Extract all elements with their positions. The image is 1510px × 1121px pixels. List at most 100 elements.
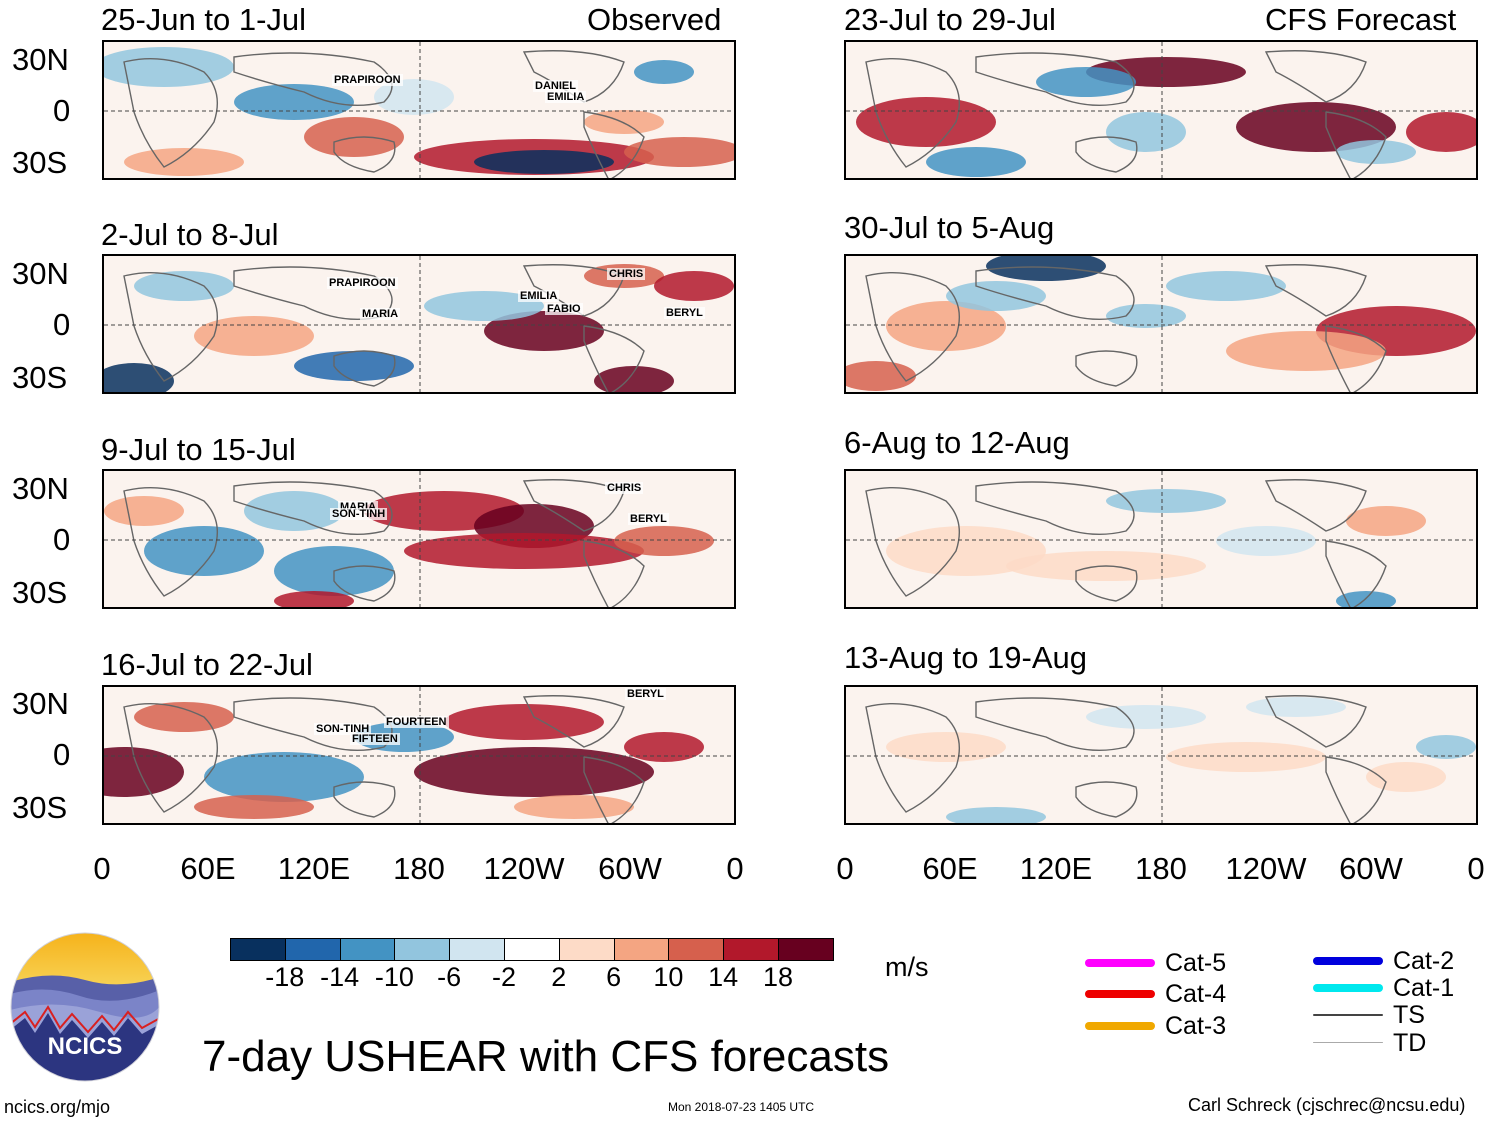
- xtick-120e-right: 120E: [1019, 851, 1093, 886]
- shear-anomaly: [624, 137, 734, 167]
- xtick-120w-right: 120W: [1225, 851, 1307, 886]
- panel-title-fc-3: 6-Aug to 12-Aug: [844, 425, 1070, 460]
- coastline: [1264, 50, 1367, 103]
- shear-anomaly: [104, 747, 184, 797]
- ytick-30s-3: 30S: [12, 575, 68, 610]
- shear-anomaly: [1036, 67, 1136, 97]
- chart-title: 7-day USHEAR with CFS forecasts: [202, 1032, 890, 1081]
- coastline: [1075, 565, 1138, 602]
- ytick-30s-2: 30S: [12, 360, 68, 395]
- ytick-30n-1: 30N: [12, 42, 69, 77]
- coastline: [1325, 325, 1387, 392]
- colorbar-swatch: [778, 938, 834, 961]
- shear-anomaly: [926, 147, 1026, 177]
- map-panel-fc-2: [844, 254, 1478, 394]
- panel-title-fc-2: 30-Jul to 5-Aug: [844, 210, 1055, 245]
- coastline: [583, 325, 645, 392]
- coastline: [333, 350, 396, 387]
- map-panel-obs-1: [102, 40, 736, 180]
- colorbar-label: -18: [265, 962, 305, 992]
- shear-anomaly: [846, 361, 916, 391]
- shear-field: [846, 42, 1476, 178]
- coastline: [583, 111, 645, 178]
- legend-line-cat-3: [1085, 1022, 1155, 1030]
- shear-anomaly: [1416, 735, 1476, 759]
- coastline: [1075, 350, 1138, 387]
- panel-title-obs-4: 16-Jul to 22-Jul: [101, 647, 313, 682]
- shear-anomaly: [886, 301, 1006, 351]
- colorbar-label: -10: [374, 962, 414, 992]
- shear-anomaly: [194, 795, 314, 819]
- coastline: [333, 136, 396, 173]
- coastline: [123, 272, 218, 382]
- coastline: [865, 58, 960, 168]
- shear-anomaly: [514, 795, 634, 819]
- xtick-0-right: 0: [836, 851, 854, 886]
- xtick-60e-right: 60E: [922, 851, 978, 886]
- colorbar-label: 10: [653, 962, 684, 992]
- coastline: [583, 540, 645, 607]
- map-panel-fc-4: [844, 685, 1478, 825]
- coastline: [975, 697, 1135, 751]
- legend-line-td: [1313, 1042, 1383, 1043]
- units-label: m/s: [885, 952, 929, 982]
- legend-label-cat-4: Cat-4: [1165, 980, 1227, 1008]
- xtick-60e-left: 60E: [180, 851, 236, 886]
- xtick-0-right-edge-left: 0: [726, 851, 744, 886]
- shear-field: [104, 42, 734, 178]
- xtick-120w-left: 120W: [483, 851, 565, 886]
- logo-text: NCICS: [48, 1033, 123, 1060]
- shear-anomaly: [1236, 102, 1396, 152]
- ncics-logo-graphic: NCICS: [10, 932, 160, 1082]
- coastline: [123, 703, 218, 813]
- legend-label-cat-5: Cat-5: [1165, 949, 1227, 977]
- footer-author: Carl Schreck (cjschrec@ncsu.edu): [1188, 1095, 1466, 1115]
- shear-anomaly: [1406, 112, 1476, 152]
- shear-anomaly: [244, 491, 344, 531]
- map-panel-fc-1: [844, 40, 1478, 180]
- map-panel-fc-3: [844, 469, 1478, 609]
- shear-anomaly: [194, 316, 314, 356]
- observed-header: Observed: [587, 2, 722, 37]
- colorbar-swatch: [668, 938, 725, 961]
- legend-label-cat-2: Cat-2: [1393, 947, 1455, 975]
- shear-anomaly: [614, 526, 714, 556]
- storm-label: MARIA: [360, 308, 401, 320]
- colorbar-label: 2: [551, 962, 567, 992]
- legend-label-cat-3: Cat-3: [1165, 1012, 1227, 1040]
- storm-label: DANIEL: [533, 80, 578, 92]
- shear-anomaly: [1106, 304, 1186, 328]
- panel-title-obs-1: 25-Jun to 1-Jul: [101, 2, 307, 37]
- xtick-60w-right: 60W: [1339, 851, 1403, 886]
- storm-label: FABIO: [545, 303, 583, 315]
- storm-label: CHRIS: [605, 482, 644, 494]
- colorbar-label: -2: [491, 962, 517, 992]
- legend-label-ts: TS: [1393, 1001, 1425, 1029]
- storm-label: SON-TINH: [330, 508, 388, 520]
- coastline: [1325, 756, 1387, 823]
- panel-title-obs-3: 9-Jul to 15-Jul: [101, 432, 296, 467]
- ytick-eq-3: 0: [53, 522, 71, 557]
- coastline: [1325, 540, 1387, 607]
- colorbar-label: -14: [320, 962, 360, 992]
- shear-anomaly: [474, 150, 614, 174]
- shear-anomaly: [1336, 140, 1416, 164]
- coastline: [1075, 781, 1138, 818]
- xtick-0-left: 0: [93, 851, 111, 886]
- coastline: [233, 697, 393, 751]
- panel-title-obs-2: 2-Jul to 8-Jul: [101, 217, 279, 252]
- coastline: [333, 781, 396, 818]
- coastline: [1264, 479, 1367, 532]
- coastline: [123, 487, 218, 597]
- shear-anomaly: [1226, 331, 1386, 371]
- colorbar-label: 14: [708, 962, 739, 992]
- ytick-30n-4: 30N: [12, 686, 69, 721]
- shear-anomaly: [634, 60, 694, 84]
- legend-line-cat-5: [1085, 959, 1155, 967]
- shear-anomaly: [1366, 762, 1446, 792]
- footer-url[interactable]: ncics.org/mjo: [4, 1097, 111, 1117]
- shear-anomaly: [274, 591, 354, 607]
- shear-anomaly: [424, 291, 544, 321]
- shear-anomaly: [1166, 271, 1286, 301]
- shear-anomaly: [144, 526, 264, 576]
